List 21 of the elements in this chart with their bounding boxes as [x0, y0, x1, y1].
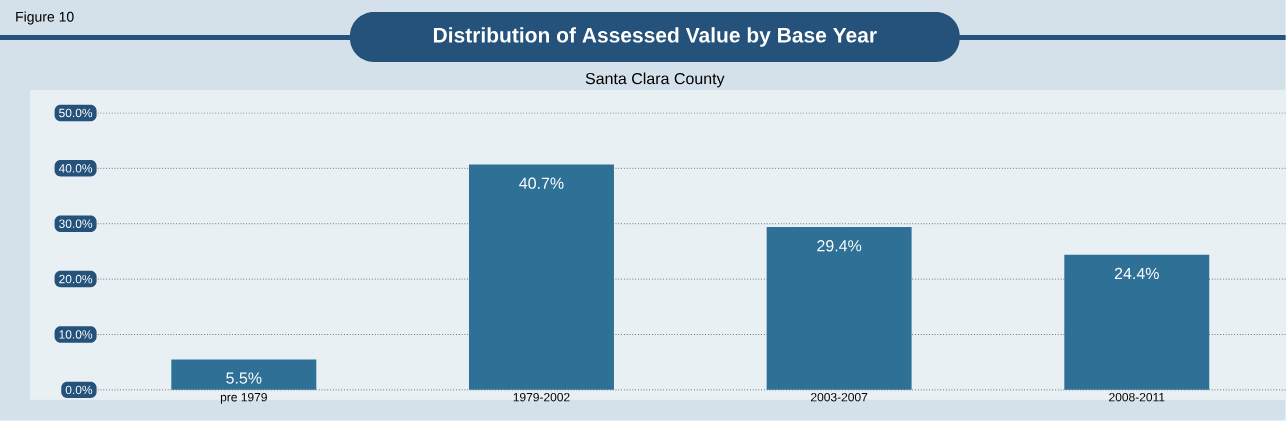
x-tick-label: 1979-2002 [513, 393, 570, 402]
y-tick-label: 30.0% [59, 219, 93, 229]
bar [1064, 254, 1210, 390]
bar [171, 359, 317, 390]
chart-title: Distribution of Assessed Value by Base Year [433, 27, 877, 47]
y-tick-label: 10.0% [59, 330, 93, 339]
chart-subtitle: Santa Clara County [585, 72, 725, 88]
bar [468, 164, 614, 390]
x-tick-label: pre 1979 [220, 393, 267, 404]
y-tick-label: 40.0% [58, 164, 93, 173]
x-tick-label: 2003-2007 [811, 393, 868, 402]
y-tick-label: 50.0% [59, 108, 93, 118]
data-label: 29.4% [817, 240, 862, 252]
y-tick-label: 20.0% [59, 274, 93, 284]
data-label: 5.5% [226, 372, 262, 384]
y-tick-label: 0.0% [65, 385, 93, 395]
x-tick-label: 2008-2011 [1109, 393, 1165, 402]
data-label: 24.4% [1114, 267, 1159, 280]
data-label: 40.7% [519, 177, 564, 189]
bar [766, 227, 912, 390]
caption: Figure 10 [16, 11, 74, 25]
